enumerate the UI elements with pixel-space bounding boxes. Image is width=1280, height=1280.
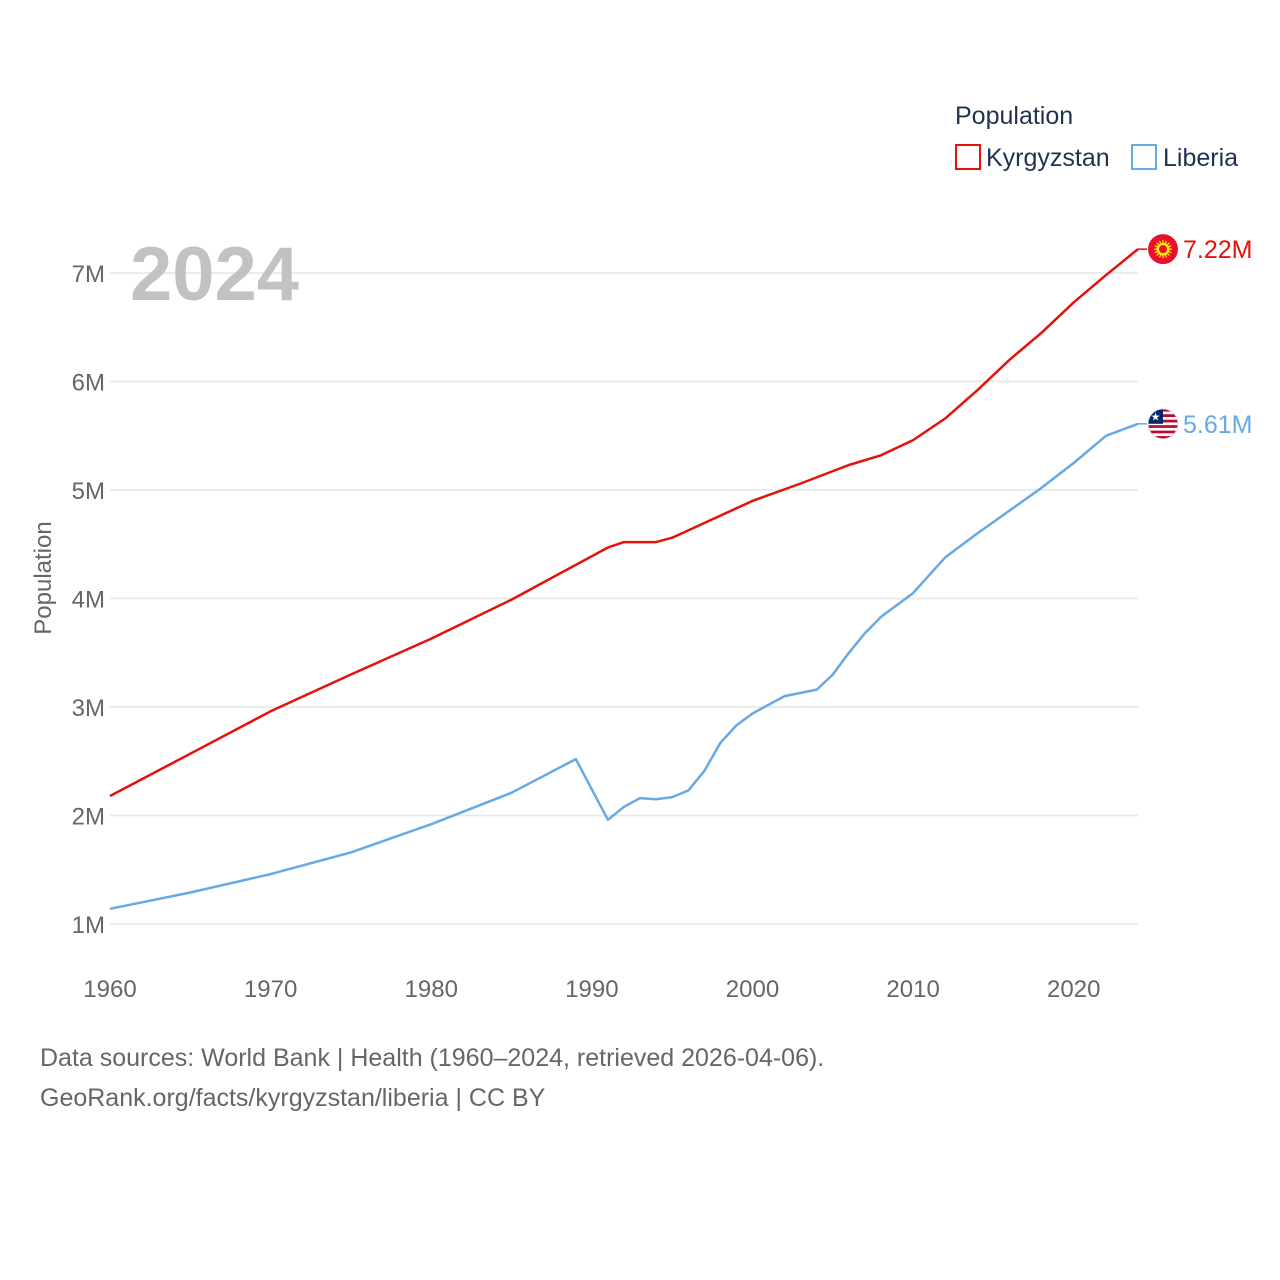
x-tick-label: 1990 bbox=[565, 976, 618, 1003]
kyrgyzstan-line bbox=[109, 248, 1139, 798]
footer-link: GeoRank.org/facts/kyrgyzstan/liberia | C… bbox=[40, 1084, 546, 1112]
x-tick-label: 2020 bbox=[1047, 976, 1100, 1003]
y-tick-label: 3M bbox=[72, 695, 105, 722]
kyrgyzstan-legend-label: Kyrgyzstan bbox=[986, 144, 1110, 172]
liberia-end-label: 5.61M bbox=[1183, 411, 1252, 439]
x-tick-label: 1980 bbox=[405, 976, 458, 1003]
legend-title: Population bbox=[955, 102, 1073, 130]
y-axis-title: Population bbox=[30, 521, 57, 634]
x-tick-label: 1960 bbox=[83, 976, 136, 1003]
current-year-label: 2024 bbox=[130, 232, 299, 317]
liberia-legend-swatch bbox=[1131, 144, 1157, 170]
x-tick-label: 2010 bbox=[886, 976, 939, 1003]
y-tick-label: 5M bbox=[72, 478, 105, 505]
svg-text:★: ★ bbox=[1151, 410, 1161, 423]
series-lines: 7.22M ★ 5.61M bbox=[109, 234, 1252, 911]
legend: Population Kyrgyzstan Liberia bbox=[955, 102, 1238, 172]
x-tick-label: 2000 bbox=[726, 976, 779, 1003]
y-tick-label: 4M bbox=[72, 587, 105, 614]
x-tick-label: 1970 bbox=[244, 976, 297, 1003]
footer-sources: Data sources: World Bank | Health (1960–… bbox=[40, 1044, 825, 1072]
liberia-flag-icon: ★ bbox=[1147, 408, 1179, 440]
y-tick-label: 1M bbox=[72, 912, 105, 939]
x-axis-ticks: 1960 1970 1980 1990 2000 2010 2020 bbox=[83, 976, 1100, 1003]
kyrgyzstan-legend-swatch bbox=[955, 144, 981, 170]
y-axis-ticks: 1M 2M 3M 4M 5M 6M 7M bbox=[72, 261, 105, 939]
y-tick-label: 6M bbox=[72, 370, 105, 397]
y-tick-label: 7M bbox=[72, 261, 105, 288]
y-tick-label: 2M bbox=[72, 804, 105, 831]
kyrgyzstan-flag-icon bbox=[1148, 234, 1178, 265]
liberia-legend-label: Liberia bbox=[1163, 144, 1238, 172]
kyrgyzstan-end-label: 7.22M bbox=[1183, 236, 1252, 264]
liberia-line bbox=[109, 422, 1139, 911]
grid-lines bbox=[110, 272, 1138, 925]
